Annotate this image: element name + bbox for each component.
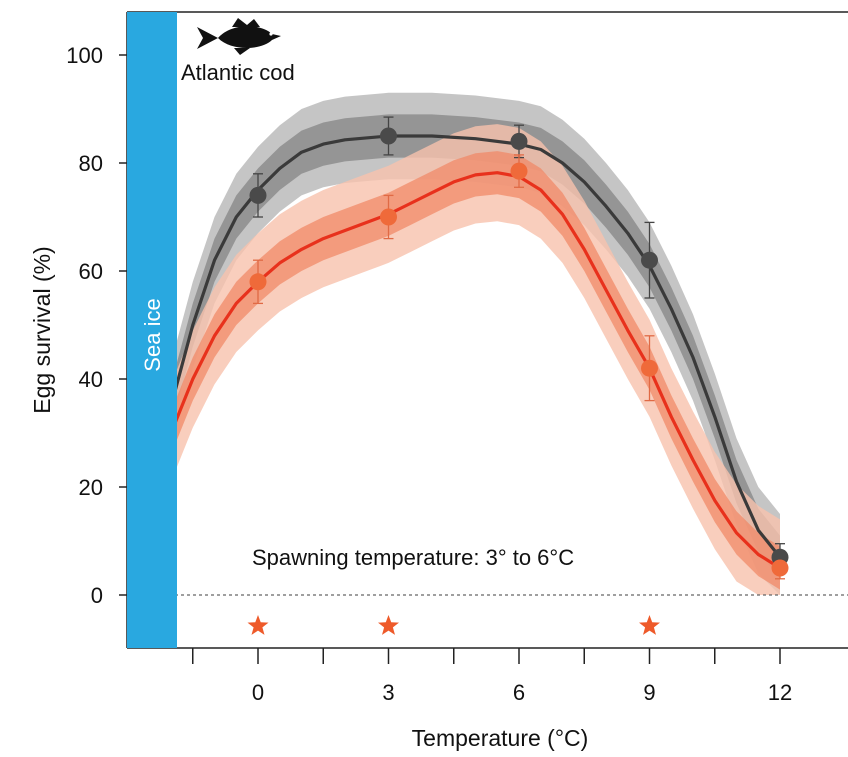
x-tick-label-3: 3 — [382, 680, 394, 705]
x-axis-label: Temperature (°C) — [412, 725, 589, 751]
y-tick-label-100: 100 — [66, 43, 103, 68]
series-1-point-2 — [510, 162, 528, 180]
fish-tail — [197, 27, 218, 49]
fish-dorsal-fin — [232, 18, 260, 27]
chart-labels: Temperature (°C) Egg survival (%) Spawning… — [29, 18, 588, 751]
series-1-inner-band — [175, 151, 780, 590]
axes: 0 20 40 60 80 100 0 3 6 9 12 — [66, 11, 848, 705]
series-1-point-1 — [380, 208, 397, 226]
series-1-point-0 — [249, 273, 267, 291]
x-tick-label-0: 0 — [252, 680, 264, 705]
sea-ice-bar — [127, 12, 177, 648]
fish-eye — [269, 32, 273, 36]
x-tick-label-9: 9 — [643, 680, 655, 705]
y-tick-label-0: 0 — [91, 583, 103, 608]
y-tick-label-60: 60 — [79, 259, 103, 284]
y-tick-label-40: 40 — [79, 367, 103, 392]
y-tick-label-80: 80 — [79, 151, 103, 176]
spawning-star-2 — [639, 615, 660, 635]
confidence-bands — [175, 92, 780, 596]
species-label: Atlantic cod — [181, 60, 295, 85]
x-tick-label-6: 6 — [513, 680, 525, 705]
series-0-point-2 — [510, 132, 528, 150]
series-0-inner-band — [175, 114, 780, 579]
x-tick-label-12: 12 — [768, 680, 792, 705]
fish-body — [218, 26, 281, 48]
cod-fish-icon — [197, 18, 281, 55]
spawning-star-0 — [247, 615, 269, 635]
data-points — [249, 127, 789, 577]
series-0-point-3 — [641, 251, 658, 269]
sea-ice-region: Sea ice — [127, 12, 177, 648]
series-1-point-4 — [771, 559, 789, 577]
y-tick-label-20: 20 — [79, 475, 103, 500]
y-axis-label: Egg survival (%) — [29, 246, 55, 413]
spawning-star-1 — [378, 615, 399, 635]
series-0-point-0 — [249, 186, 267, 204]
fish-ventral-fin — [234, 48, 250, 55]
series-0-point-1 — [380, 127, 397, 145]
series-1-fit-line — [173, 171, 781, 570]
sea-ice-label: Sea ice — [140, 298, 165, 371]
series-1-point-3 — [641, 359, 658, 377]
spawning-temperature-annotation: Spawning temperature: 3° to 6°C — [252, 545, 574, 570]
spawning-stars — [247, 615, 660, 635]
